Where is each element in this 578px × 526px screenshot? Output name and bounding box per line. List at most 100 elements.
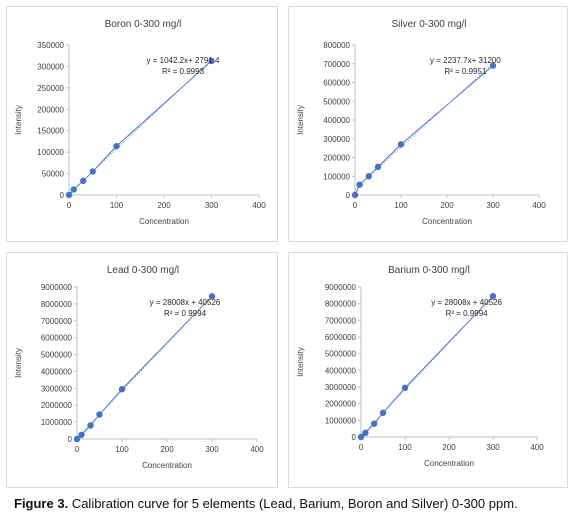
data-point — [489, 62, 497, 69]
y-tick-label: 100000 — [37, 148, 64, 157]
y-tick-label: 200000 — [323, 154, 350, 163]
y-tick-label: 300000 — [323, 135, 350, 144]
trendline-equation: y = 28008x + 40526 — [431, 298, 502, 307]
x-tick-label: 0 — [353, 201, 358, 210]
trendline-r-squared: R² = 0.9951 — [444, 67, 487, 76]
y-tick-label: 0 — [68, 435, 73, 444]
x-axis-label: Concentration — [142, 461, 192, 470]
x-tick-label: 100 — [110, 201, 124, 210]
x-tick-label: 200 — [160, 445, 174, 454]
chart-silver: Silver 0-300 mg/l01000002000003000004000… — [296, 19, 546, 226]
figure-caption-label: Figure 3. — [14, 496, 69, 511]
x-tick-label: 400 — [530, 443, 544, 452]
data-point — [96, 411, 103, 418]
data-point — [87, 422, 94, 429]
chart-barium: Barium 0-300 mg/l 0 1000000 2000000 3000000 4… — [296, 265, 544, 468]
y-tick-label: 3000000 — [41, 384, 73, 393]
y-tick-label: 1000000 — [325, 416, 357, 425]
chart-boron: Boron 0-300 mg/l 0 50000 100000 150000 200000… — [14, 19, 266, 226]
y-tick-label: 350000 — [37, 41, 64, 50]
chart-title: Lead 0-300 mg/l — [107, 265, 179, 276]
chart-title: Silver 0-300 mg/l — [391, 19, 466, 30]
data-point — [379, 409, 387, 417]
y-tick-label: 9000000 — [325, 283, 357, 292]
y-tick-label: 2000000 — [325, 400, 357, 409]
x-axis-label: Concentration — [422, 217, 472, 226]
chart-panel-boron: Boron 0-300 mg/l 0 50000 100000 150000 200000… — [6, 6, 278, 242]
chart-panel-silver: Silver 0-300 mg/l 0 100000 200000 300000 4000… — [288, 6, 568, 242]
data-point — [362, 429, 369, 437]
data-point — [208, 57, 215, 65]
data-point — [371, 420, 378, 427]
y-tick-label: 250000 — [37, 84, 64, 93]
x-tick-label: 400 — [252, 201, 266, 210]
y-tick-label: 100000 — [323, 172, 350, 181]
data-point — [73, 435, 81, 443]
series-line — [68, 60, 212, 196]
y-tick-label: 500000 — [323, 97, 350, 106]
x-tick-label: 100 — [394, 201, 408, 210]
y-axis-label: Intensity — [296, 347, 305, 377]
trendline-equation: y = 2237.7x+ 31200 — [430, 56, 501, 65]
x-tick-label: 200 — [442, 443, 456, 452]
y-tick-label: 5000000 — [41, 351, 73, 360]
chart-panel-barium: Barium 0-300 mg/l 0 1000000 2000000 3000000 4… — [288, 252, 568, 488]
x-tick-label: 400 — [532, 201, 546, 210]
x-tick-label: 100 — [398, 443, 412, 452]
data-point — [374, 163, 382, 171]
data-point — [401, 384, 409, 392]
y-tick-label: 300000 — [37, 62, 64, 71]
y-tick-label: 800000 — [323, 41, 350, 50]
y-tick-label: 7000000 — [41, 317, 73, 326]
data-point — [397, 141, 405, 148]
y-axis-label: Intensity — [14, 105, 23, 135]
x-axis-label: Concentration — [139, 217, 189, 226]
x-tick-label: 0 — [75, 445, 80, 454]
data-point — [118, 385, 126, 393]
y-tick-label: 2000000 — [41, 401, 73, 410]
y-tick-label: 6000000 — [41, 334, 73, 343]
chart-panel-lead: Lead 0-300 mg/l 0 1000000 2000000 3000000 400… — [6, 252, 278, 488]
y-tick-label: 50000 — [42, 170, 65, 179]
data-point — [356, 181, 363, 188]
x-tick-label: 300 — [486, 201, 500, 210]
series-line — [354, 65, 494, 196]
x-tick-label: 300 — [205, 445, 219, 454]
data-point — [78, 431, 85, 438]
data-point — [365, 173, 372, 180]
y-tick-label: 200000 — [37, 105, 64, 114]
x-tick-label: 400 — [250, 445, 264, 454]
data-point — [113, 142, 120, 150]
x-tick-label: 0 — [359, 443, 364, 452]
y-tick-label: 0 — [346, 191, 351, 200]
chart-title: Barium 0-300 mg/l — [388, 265, 470, 276]
y-tick-label: 5000000 — [325, 350, 357, 359]
y-axis-label: Intensity — [296, 105, 305, 135]
data-point — [208, 293, 216, 300]
trendline — [76, 296, 213, 439]
data-point — [351, 191, 359, 199]
y-tick-label: 600000 — [323, 79, 350, 88]
x-axis-label: Concentration — [424, 459, 474, 468]
y-tick-label: 3000000 — [325, 383, 357, 392]
trendline — [354, 62, 494, 190]
trendline-equation: y = 1042.2x+ 2791.4 — [147, 56, 221, 65]
y-tick-label: 400000 — [323, 116, 350, 125]
y-tick-label: 150000 — [37, 127, 64, 136]
data-point — [489, 292, 497, 300]
y-tick-label: 8000000 — [41, 300, 73, 309]
trendline-r-squared: R² = 0.9994 — [446, 309, 489, 318]
x-tick-label: 100 — [115, 445, 129, 454]
trendline-r-squared: R² = 0.9994 — [164, 309, 207, 318]
data-point — [357, 433, 365, 441]
y-axis-label: Intensity — [14, 348, 23, 378]
chart-title: Boron 0-300 mg/l — [105, 19, 182, 30]
figure-caption-text: Calibration curve for 5 elements (Lead, … — [71, 496, 518, 511]
y-tick-label: 8000000 — [325, 300, 357, 309]
trendline — [360, 295, 494, 437]
y-tick-label: 9000000 — [41, 283, 73, 292]
x-tick-label: 200 — [157, 201, 171, 210]
y-tick-label: 4000000 — [41, 367, 73, 376]
y-tick-label: 7000000 — [325, 316, 357, 325]
trendline — [68, 59, 212, 195]
